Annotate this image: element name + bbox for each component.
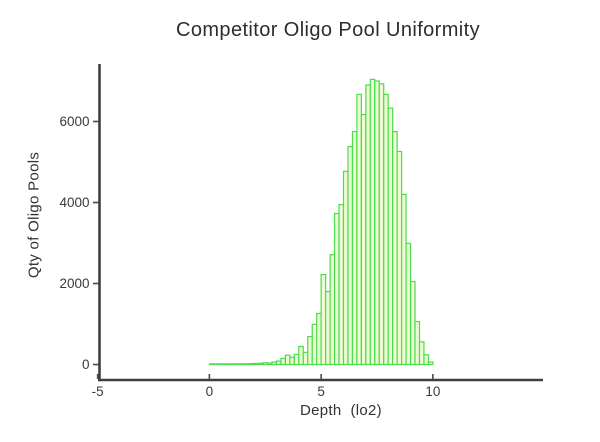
y-tick-label: 4000 bbox=[59, 195, 89, 210]
histogram-bar bbox=[414, 320, 421, 366]
histogram-bar bbox=[360, 114, 367, 366]
histogram-bar bbox=[405, 242, 412, 366]
histogram-bar bbox=[275, 360, 282, 366]
histogram-bar bbox=[307, 335, 313, 366]
histogram-bar bbox=[418, 341, 425, 366]
histogram-bar bbox=[338, 203, 345, 366]
histogram-bar bbox=[378, 83, 385, 366]
histogram-bar bbox=[280, 357, 286, 366]
histogram-bar bbox=[311, 323, 318, 366]
x-tick-label: 5 bbox=[317, 384, 325, 399]
histogram-bar bbox=[401, 193, 407, 366]
histogram-bar bbox=[387, 107, 394, 366]
histogram-bar bbox=[374, 80, 380, 366]
histogram-bar bbox=[409, 280, 416, 366]
histogram-bar bbox=[392, 131, 398, 366]
histogram-bar bbox=[213, 363, 219, 366]
histogram-bar bbox=[253, 362, 260, 366]
x-tick-label: 0 bbox=[206, 384, 214, 399]
histogram-bar bbox=[257, 362, 264, 366]
histogram-bar bbox=[222, 363, 228, 366]
histogram-bar bbox=[325, 291, 331, 366]
histogram-bar bbox=[244, 363, 251, 366]
x-axis-title: Depth (lo2) bbox=[300, 402, 382, 419]
histogram-bar bbox=[266, 362, 273, 366]
histogram-bar bbox=[333, 212, 340, 366]
histogram-bar bbox=[351, 131, 358, 366]
histogram-bar bbox=[208, 363, 215, 366]
histogram-bar bbox=[249, 363, 255, 366]
histogram-bar bbox=[383, 93, 389, 366]
histogram-bar bbox=[356, 93, 362, 366]
histogram-bar bbox=[329, 254, 336, 366]
histogram-bar bbox=[271, 361, 278, 366]
histogram-bar bbox=[427, 361, 434, 366]
histogram-bar bbox=[231, 363, 237, 366]
histogram-bar bbox=[365, 84, 371, 366]
histogram-bar bbox=[396, 150, 403, 366]
histogram-bar bbox=[298, 345, 304, 366]
y-tick-label: 2000 bbox=[59, 276, 89, 291]
histogram-bar bbox=[320, 273, 327, 366]
histogram-bar bbox=[302, 351, 309, 366]
histogram-bar bbox=[289, 356, 295, 366]
histogram-bar bbox=[347, 146, 354, 366]
y-tick-label: 0 bbox=[82, 357, 90, 372]
histogram-bar bbox=[316, 312, 322, 366]
y-tick-label: 6000 bbox=[59, 114, 89, 129]
histogram-bar bbox=[423, 354, 430, 366]
histogram-bar bbox=[284, 354, 291, 366]
chart-title: Competitor Oligo Pool Uniformity bbox=[175, 19, 481, 41]
histogram-bar bbox=[293, 353, 300, 366]
histogram-bar bbox=[217, 363, 224, 366]
x-tick-label: -5 bbox=[92, 384, 104, 399]
histogram-bar bbox=[240, 363, 246, 366]
histogram-bar bbox=[226, 363, 233, 366]
x-tick-label: 10 bbox=[425, 384, 440, 399]
histogram-bar bbox=[262, 362, 269, 366]
histogram-bar bbox=[235, 363, 242, 366]
histogram-bar bbox=[342, 170, 349, 366]
histogram-bar bbox=[369, 78, 376, 366]
